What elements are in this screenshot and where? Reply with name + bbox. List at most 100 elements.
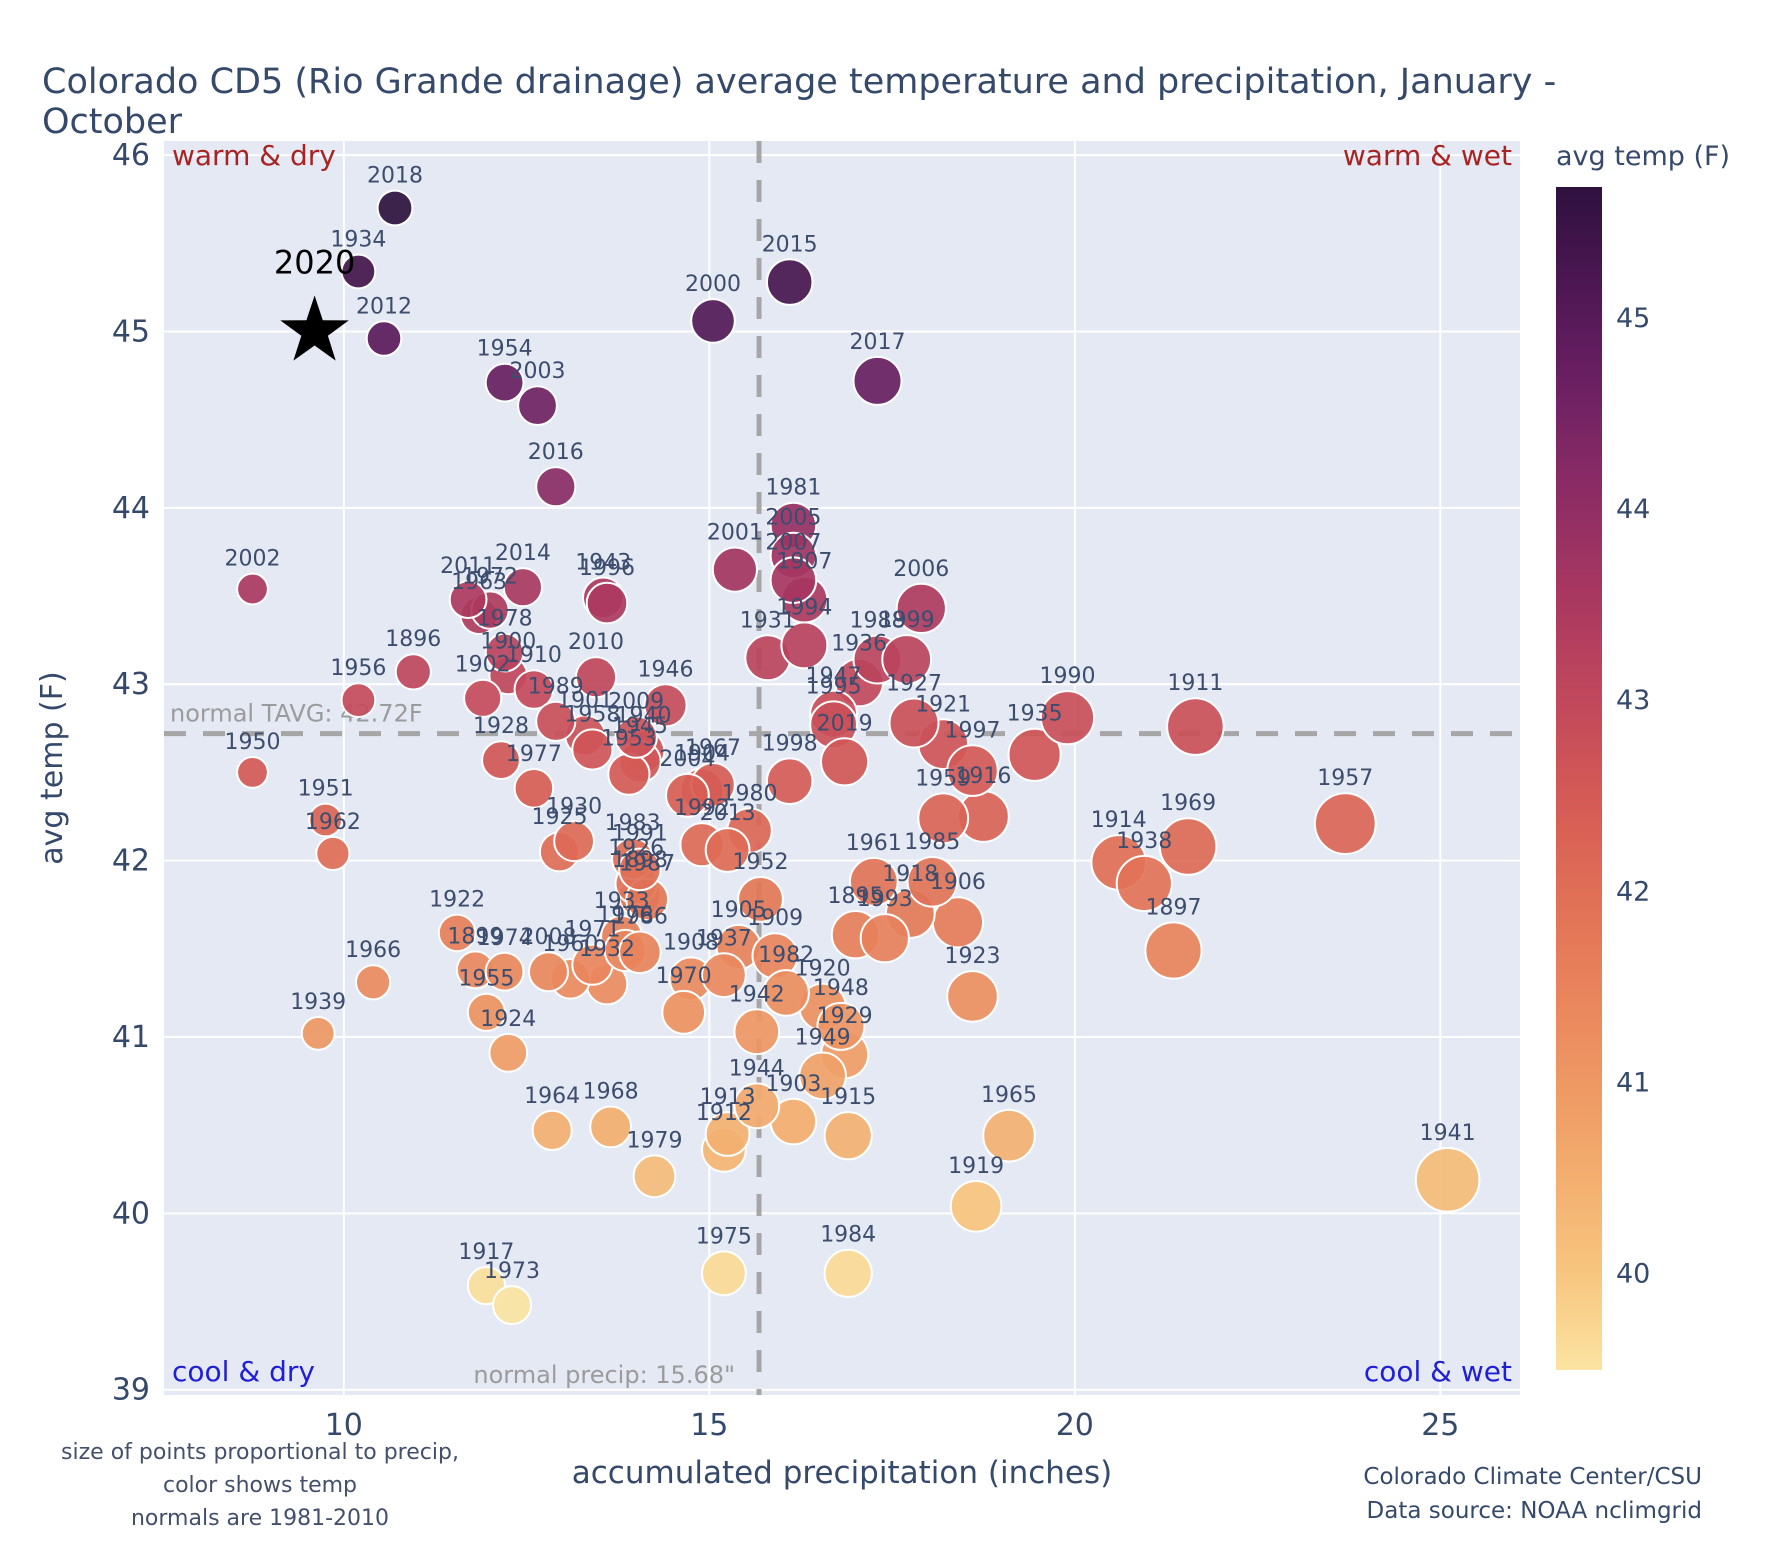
data-point-1919[interactable] (949, 1180, 1003, 1233)
data-point-1954[interactable] (484, 362, 525, 403)
data-point-2009[interactable] (614, 715, 658, 759)
data-point-1896[interactable] (394, 653, 432, 691)
data-point-2006[interactable] (895, 582, 947, 635)
data-point-2003[interactable] (517, 385, 558, 427)
data-point-1923[interactable] (946, 970, 999, 1023)
data-point-1911[interactable] (1166, 697, 1225, 756)
data-point-2012[interactable] (365, 320, 403, 357)
data-point-1951[interactable] (308, 802, 344, 838)
data-point-1965[interactable] (982, 1108, 1036, 1163)
data-point-1989[interactable] (535, 700, 577, 742)
data-source-credit: Colorado Climate Center/CSU Data source:… (1102, 1460, 1702, 1528)
data-point-1937[interactable] (701, 952, 747, 999)
data-point-1949[interactable] (798, 1051, 847, 1101)
data-point-1968[interactable] (589, 1105, 632, 1149)
data-point-1935[interactable] (1007, 727, 1062, 782)
data-point-1897[interactable] (1144, 921, 1203, 980)
data-point-1996[interactable] (585, 581, 629, 625)
data-point-1990[interactable] (1039, 690, 1096, 746)
data-point-1946[interactable] (643, 683, 688, 728)
data-point-1957[interactable] (1313, 792, 1377, 855)
year-label-1936: 1936 (831, 632, 887, 657)
data-point-1969[interactable] (1158, 817, 1218, 876)
data-point-1939[interactable] (300, 1016, 336, 1051)
data-point-2014[interactable] (502, 567, 544, 608)
data-point-1941[interactable] (1414, 1147, 1481, 1213)
data-point-1938[interactable] (1115, 854, 1173, 913)
data-point-2010[interactable] (574, 656, 618, 699)
data-point-1962[interactable] (315, 835, 351, 872)
data-point-1959[interactable] (917, 792, 970, 845)
year-label-1988: 1988 (850, 609, 906, 634)
data-point-1978[interactable] (484, 632, 525, 673)
data-point-1999[interactable] (881, 634, 933, 685)
data-point-1942[interactable] (733, 1008, 781, 1056)
data-point-1966[interactable] (355, 964, 392, 1001)
data-point-1985[interactable] (906, 856, 959, 908)
data-point-1970[interactable] (661, 989, 707, 1035)
data-point-1930[interactable] (553, 820, 595, 863)
data-point-1977[interactable] (513, 768, 555, 809)
data-point-2015[interactable] (765, 258, 814, 306)
data-point-2019[interactable] (820, 737, 870, 787)
data-point-1964[interactable] (531, 1109, 573, 1152)
data-point-2002[interactable] (236, 572, 269, 606)
data-point-2018[interactable] (376, 189, 414, 227)
data-point-1953[interactable] (607, 752, 651, 796)
year-label-1933: 1933 (594, 889, 650, 914)
star-marker-2020[interactable] (280, 295, 349, 361)
year-label-1958: 1958 (564, 702, 620, 727)
data-point-1950[interactable] (236, 756, 269, 789)
data-point-2007[interactable] (769, 556, 818, 605)
year-label-1985: 1985 (904, 830, 960, 855)
data-point-1979[interactable] (632, 1154, 677, 1199)
data-point-1975[interactable] (701, 1250, 747, 1297)
data-point-1994[interactable] (780, 621, 829, 670)
data-point-1902[interactable] (463, 678, 503, 718)
data-point-1973[interactable] (492, 1285, 532, 1326)
data-point-1991[interactable] (618, 847, 662, 892)
data-point-1982[interactable] (762, 969, 810, 1017)
data-point-1955[interactable] (466, 992, 506, 1032)
data-point-1922[interactable] (437, 913, 477, 953)
data-point-1928[interactable] (481, 740, 521, 780)
data-point-1924[interactable] (488, 1032, 529, 1073)
year-label-1924: 1924 (480, 1007, 536, 1032)
data-point-2004[interactable] (665, 772, 710, 818)
data-point-1998[interactable] (765, 757, 814, 806)
year-label-2017: 2017 (850, 330, 906, 355)
data-point-2013[interactable] (704, 827, 751, 873)
data-point-1993[interactable] (859, 913, 910, 964)
year-label-1923: 1923 (945, 944, 1001, 969)
data-point-1944[interactable] (733, 1082, 781, 1130)
year-label-1898: 1898 (612, 848, 668, 873)
year-label-1973: 1973 (484, 1259, 540, 1284)
year-label-1925: 1925 (532, 805, 588, 830)
year-label-1956: 1956 (330, 656, 386, 681)
data-point-1948[interactable] (816, 1001, 866, 1051)
data-point-1956[interactable] (340, 682, 377, 718)
data-point-1934[interactable] (340, 253, 377, 290)
data-point-1927[interactable] (888, 697, 940, 749)
data-point-1974[interactable] (484, 951, 525, 992)
data-point-1997[interactable] (946, 744, 999, 797)
data-point-1913[interactable] (704, 1111, 751, 1157)
year-label-1981: 1981 (765, 476, 821, 501)
data-point-1952[interactable] (737, 876, 784, 923)
data-point-1915[interactable] (823, 1111, 873, 1161)
data-point-2016[interactable] (535, 466, 577, 508)
data-point-1958[interactable] (571, 728, 614, 771)
data-point-2017[interactable] (852, 355, 903, 406)
year-label-1921: 1921 (915, 692, 971, 717)
data-point-1961[interactable] (848, 856, 899, 907)
data-point-1986[interactable] (618, 930, 662, 975)
data-point-2000[interactable] (690, 298, 736, 344)
data-point-1984[interactable] (823, 1248, 873, 1298)
data-point-1910[interactable] (513, 669, 555, 710)
data-point-2008[interactable] (528, 951, 569, 993)
data-point-2001[interactable] (711, 546, 759, 593)
data-point-2011[interactable] (448, 580, 488, 619)
year-label-1940: 1940 (616, 703, 672, 728)
year-label-2009: 2009 (608, 689, 664, 714)
footnote-line-3: normals are 1981-2010 (130, 1506, 390, 1531)
